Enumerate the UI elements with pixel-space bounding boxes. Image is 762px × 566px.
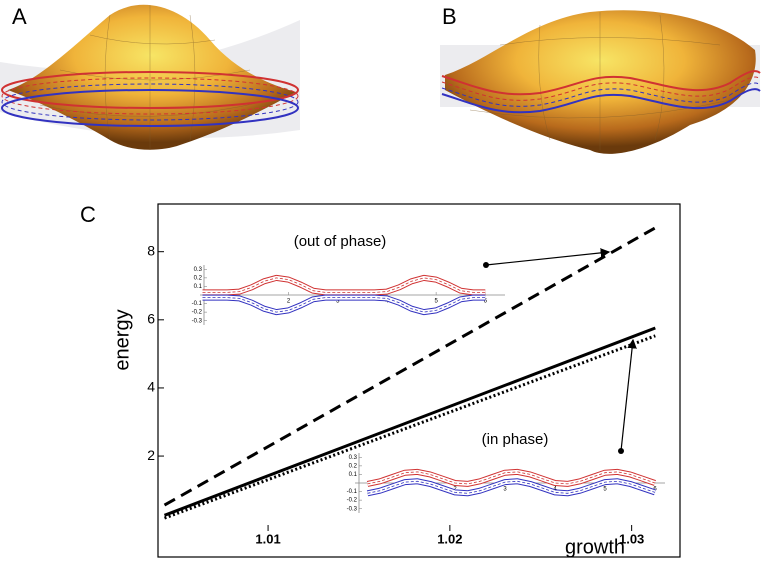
y-tick-label: 0.3: [349, 455, 358, 461]
y-tick-label: -0.3: [347, 506, 358, 512]
y-tick-label: -0.1: [192, 301, 203, 307]
series-band-inner: [367, 469, 656, 486]
x-tick-label: 1.02: [437, 531, 462, 546]
x-tick-label: 5: [603, 487, 607, 493]
chart-frame: [157, 203, 681, 558]
y-tick-label: -0.3: [192, 318, 203, 324]
y-tick-label: 0.2: [349, 463, 358, 469]
x-tick-label: 3: [503, 487, 507, 493]
y-tick-label: 0.1: [349, 472, 358, 478]
series-line: [163, 334, 656, 520]
series-line: [202, 277, 486, 293]
y-tick-label: 0.2: [194, 275, 203, 281]
y-tick-label: 8: [147, 242, 155, 258]
y-tick-label: 4: [147, 379, 155, 395]
panel-b-render: [440, 10, 761, 154]
panel-label: B: [442, 4, 457, 29]
y-axis-label: energy: [111, 309, 133, 370]
x-axis-label: growth: [565, 536, 625, 558]
series-line: [163, 326, 656, 517]
panel-a-render: [0, 4, 300, 150]
series-band-inner: [367, 479, 656, 496]
annotation-arrow: [485, 248, 611, 266]
y-tick-label: 6: [147, 311, 155, 327]
y-tick-label: -0.2: [192, 310, 203, 316]
series-line: [202, 297, 486, 313]
panel-label: C: [80, 202, 96, 227]
annotation-dot: [483, 262, 489, 268]
y-tick-label: 0.1: [194, 284, 203, 290]
inset-title: (out of phase): [294, 233, 387, 250]
series-line: [163, 226, 657, 507]
y-tick-label: -0.1: [347, 489, 358, 495]
annotation-arrow: [620, 338, 637, 452]
panel-label: A: [12, 4, 27, 29]
x-tick-label: 1.03: [619, 531, 644, 546]
annotation-dot: [618, 448, 624, 454]
inset-title: (in phase): [482, 431, 549, 448]
y-tick-label: -0.2: [347, 498, 358, 504]
x-tick-label: 2: [287, 299, 291, 305]
x-tick-label: 3: [336, 299, 340, 305]
y-tick-label: 2: [147, 447, 155, 463]
x-tick-label: 1.01: [255, 531, 280, 546]
x-tick-label: 6: [484, 299, 488, 305]
x-tick-label: 5: [434, 299, 438, 305]
y-tick-label: 0.3: [194, 267, 203, 273]
